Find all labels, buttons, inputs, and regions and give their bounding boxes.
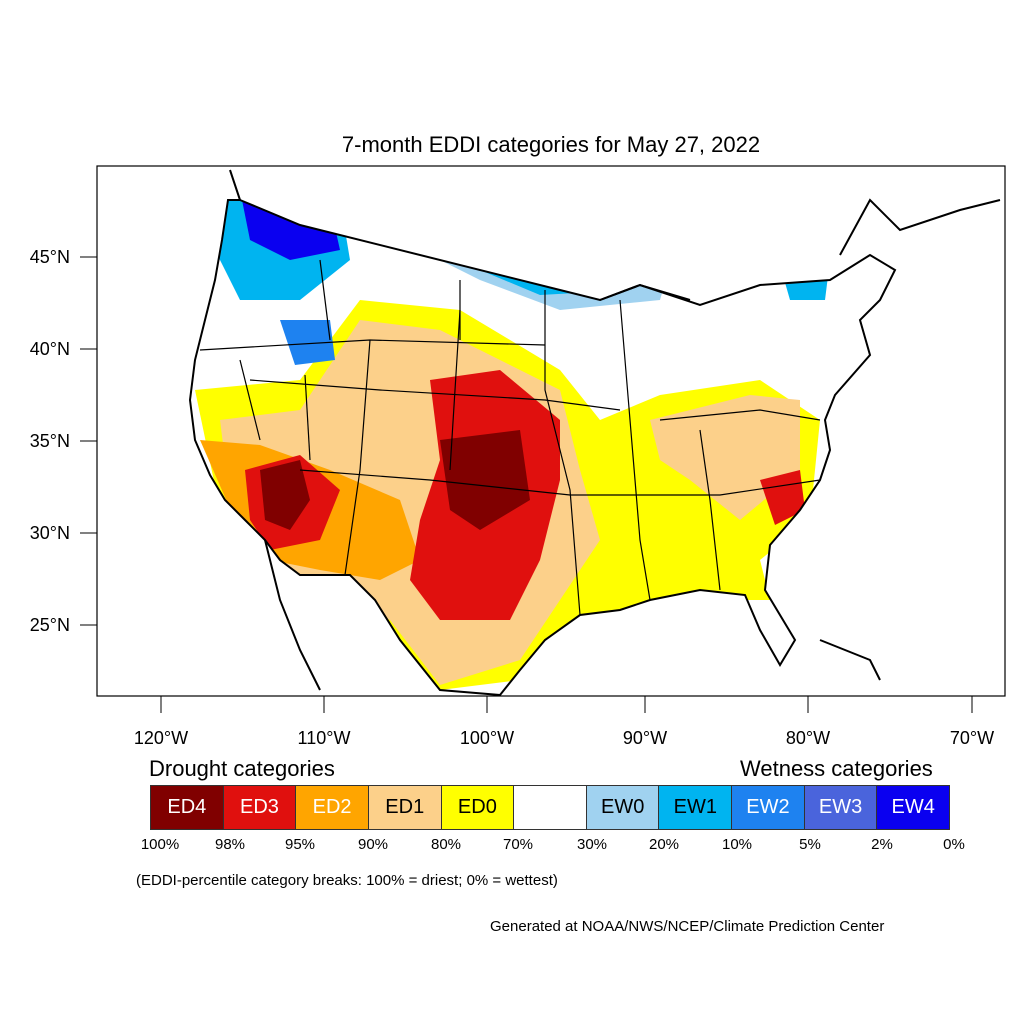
break-label: 10%	[721, 836, 753, 853]
lon-label-70: 70°W	[950, 728, 994, 748]
break-label: 100%	[140, 836, 180, 853]
lon-label-90: 90°W	[623, 728, 667, 748]
legend-cell-ew4: EW4	[877, 785, 951, 830]
legend-cell-ed3: ED3	[223, 785, 297, 830]
map-frame	[96, 165, 1006, 697]
lon-ticks	[160, 696, 973, 713]
drought-heading: Drought categories	[149, 756, 335, 781]
break-label: 0%	[943, 836, 965, 853]
legend-cell-ed2: ED2	[296, 785, 369, 830]
lon-label-100: 100°W	[460, 728, 514, 748]
break-label: 5%	[799, 836, 821, 853]
legend-cell-ed4: ED4	[150, 785, 224, 830]
lat-label-25: 25°N	[30, 615, 70, 635]
break-label: 2%	[871, 836, 893, 853]
legend-cell-ew2: EW2	[732, 785, 805, 830]
category-legend-bar: ED4 ED3 ED2 ED1 ED0 EW0 EW1 EW2 EW3 EW4	[150, 785, 951, 830]
legend-cell-ew1: EW1	[659, 785, 733, 830]
legend-cell-ed0: ED0	[441, 785, 515, 830]
legend-cell-ew0: EW0	[586, 785, 660, 830]
legend-cell-neutral	[514, 785, 587, 830]
ew2-region-idaho	[280, 320, 335, 365]
ed4-region-southwest	[260, 460, 310, 530]
canada-mexico-coast	[229, 169, 1001, 691]
state-boundaries	[199, 259, 821, 616]
lat-label-30: 30°N	[30, 523, 70, 543]
lat-label-35: 35°N	[30, 431, 70, 451]
break-label: 80%	[430, 836, 462, 853]
break-label: 90%	[357, 836, 389, 853]
lat-label-40: 40°N	[30, 339, 70, 359]
legend-cell-ew3: EW3	[804, 785, 878, 830]
lon-label-120: 120°W	[134, 728, 188, 748]
break-label: 20%	[648, 836, 680, 853]
wetness-heading: Wetness categories	[740, 756, 933, 781]
break-label: 98%	[214, 836, 246, 853]
lat-ticks	[80, 256, 97, 626]
category-note: (EDDI-percentile category breaks: 100% =…	[136, 872, 558, 889]
break-label: 95%	[284, 836, 316, 853]
lat-label-45: 45°N	[30, 247, 70, 267]
ed4-region-plains	[440, 430, 530, 530]
lon-label-110: 110°W	[298, 728, 351, 748]
legend-cell-ed1: ED1	[368, 785, 442, 830]
break-label: 30%	[576, 836, 608, 853]
map-title: 7-month EDDI categories for May 27, 2022	[341, 132, 761, 157]
lon-label-80: 80°W	[786, 728, 830, 748]
break-label: 70%	[502, 836, 534, 853]
credit-line: Generated at NOAA/NWS/NCEP/Climate Predi…	[490, 918, 885, 935]
